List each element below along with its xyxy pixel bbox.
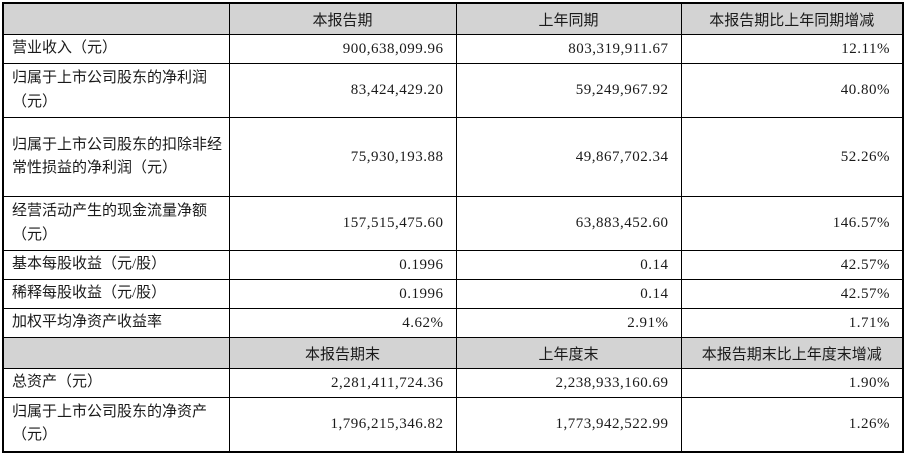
value-prior: 2.91% (455, 308, 682, 338)
value-prior: 2,238,933,160.69 (455, 368, 682, 398)
row-label: 归属于上市公司股东的净利润（元） (2, 63, 230, 118)
value-prior: 0.14 (455, 250, 682, 280)
value-prior: 59,249,967.92 (455, 63, 682, 118)
row-label: 归属于上市公司股东的净资产（元） (2, 397, 230, 452)
period-header-current: 本报告期 (228, 2, 457, 35)
value-change: 1.90% (680, 368, 904, 398)
value-current: 4.62% (228, 308, 457, 338)
value-change: 1.26% (680, 397, 904, 452)
yearend-header-blank (2, 337, 230, 369)
value-change: 12.11% (680, 34, 904, 64)
table-row-total-assets: 总资产（元） 2,281,411,724.36 2,238,933,160.69… (2, 368, 904, 398)
value-change: 40.80% (680, 63, 904, 118)
value-change: 42.57% (680, 279, 904, 309)
value-prior: 803,319,911.67 (455, 34, 682, 64)
table-row-net-assets: 归属于上市公司股东的净资产（元） 1,796,215,346.82 1,773,… (2, 397, 904, 452)
value-prior: 63,883,452.60 (455, 196, 682, 251)
period-header-prior: 上年同期 (455, 2, 682, 35)
value-current: 75,930,193.88 (228, 117, 457, 197)
value-current: 2,281,411,724.36 (228, 368, 457, 398)
yearend-header-current: 本报告期末 (228, 337, 457, 369)
row-label: 经营活动产生的现金流量净额（元） (2, 196, 230, 251)
table-row-net-profit-excl-nonrecurring: 归属于上市公司股东的扣除非经常性损益的净利润（元） 75,930,193.88 … (2, 117, 904, 197)
value-current: 83,424,429.20 (228, 63, 457, 118)
row-label: 加权平均净资产收益率 (2, 308, 230, 338)
table-row-weighted-roe: 加权平均净资产收益率 4.62% 2.91% 1.71% (2, 308, 904, 338)
row-label: 总资产（元） (2, 368, 230, 398)
value-current: 0.1996 (228, 279, 457, 309)
row-label: 稀释每股收益（元/股） (2, 279, 230, 309)
row-label: 归属于上市公司股东的扣除非经常性损益的净利润（元） (2, 117, 230, 197)
value-change: 1.71% (680, 308, 904, 338)
value-prior: 49,867,702.34 (455, 117, 682, 197)
value-change: 52.26% (680, 117, 904, 197)
period-header-row: 本报告期 上年同期 本报告期比上年同期增减 (2, 2, 904, 35)
yearend-header-prior: 上年度末 (455, 337, 682, 369)
table-row-net-profit: 归属于上市公司股东的净利润（元） 83,424,429.20 59,249,96… (2, 63, 904, 118)
value-current: 0.1996 (228, 250, 457, 280)
table-row-diluted-eps: 稀释每股收益（元/股） 0.1996 0.14 42.57% (2, 279, 904, 309)
period-header-change: 本报告期比上年同期增减 (680, 2, 904, 35)
value-prior: 1,773,942,522.99 (455, 397, 682, 452)
row-label: 基本每股收益（元/股） (2, 250, 230, 280)
value-prior: 0.14 (455, 279, 682, 309)
table-row-revenue: 营业收入（元） 900,638,099.96 803,319,911.67 12… (2, 34, 904, 64)
table-row-basic-eps: 基本每股收益（元/股） 0.1996 0.14 42.57% (2, 250, 904, 280)
row-label: 营业收入（元） (2, 34, 230, 64)
yearend-header-change: 本报告期末比上年度末增减 (680, 337, 904, 369)
table-row-operating-cash-flow: 经营活动产生的现金流量净额（元） 157,515,475.60 63,883,4… (2, 196, 904, 251)
value-change: 146.57% (680, 196, 904, 251)
value-current: 157,515,475.60 (228, 196, 457, 251)
period-header-blank (2, 2, 230, 35)
value-change: 42.57% (680, 250, 904, 280)
value-current: 900,638,099.96 (228, 34, 457, 64)
value-current: 1,796,215,346.82 (228, 397, 457, 452)
yearend-header-row: 本报告期末 上年度末 本报告期末比上年度末增减 (2, 337, 904, 369)
